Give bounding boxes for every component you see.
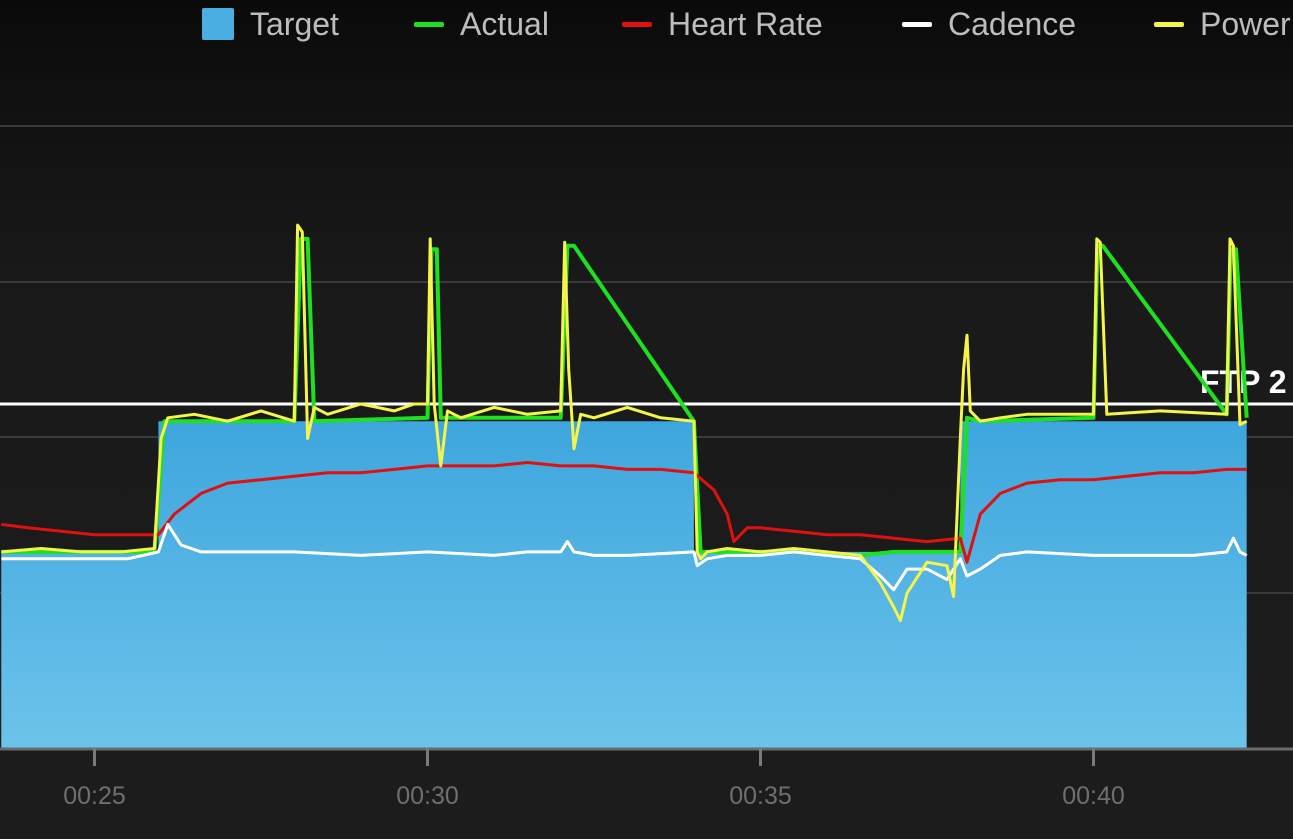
legend-item-cadence[interactable]: Cadence [902,5,1076,43]
series-cadence-line [1,522,1248,592]
legend-item-power[interactable]: Power [1154,5,1291,43]
legend-item-heart-rate[interactable]: Heart Rate [622,5,823,43]
legend-label-actual: Actual [460,5,549,42]
x-tick-label-3: 00:35 [729,782,792,810]
legend-label-power: Power [1200,5,1291,42]
legend-item-actual[interactable]: Actual [414,5,549,43]
legend-swatch-power [1154,21,1184,27]
series-power-line [1,223,1248,623]
legend-label-heart-rate: Heart Rate [668,5,823,42]
x-tick-label-4: 00:40 [1062,782,1125,810]
legend-swatch-cadence [902,21,932,27]
chart-legend: Target Actual Heart Rate Cadence Power [0,0,1293,50]
legend-swatch-target [202,8,234,40]
x-tick-label-2: 00:30 [396,782,459,810]
series-heart-rate-line [1,461,1247,564]
legend-label-target: Target [250,5,339,42]
legend-item-target[interactable]: Target [202,5,339,43]
legend-swatch-heart-rate [622,21,652,27]
legend-label-cadence: Cadence [948,5,1077,42]
legend-swatch-actual [414,21,444,27]
series-target-area [1,421,1247,748]
x-tick-label-1: 00:25 [63,782,126,810]
